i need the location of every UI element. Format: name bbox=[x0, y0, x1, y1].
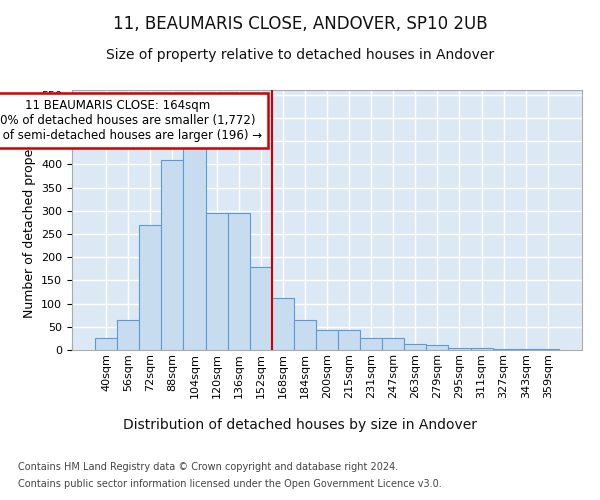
Text: Distribution of detached houses by size in Andover: Distribution of detached houses by size … bbox=[123, 418, 477, 432]
Text: Contains public sector information licensed under the Open Government Licence v3: Contains public sector information licen… bbox=[18, 479, 442, 489]
Bar bbox=[382, 338, 404, 350]
Bar bbox=[161, 160, 184, 350]
Bar bbox=[537, 349, 559, 350]
Bar bbox=[272, 298, 294, 350]
Bar bbox=[427, 346, 448, 350]
Bar bbox=[360, 338, 382, 350]
Bar bbox=[139, 224, 161, 350]
Bar bbox=[338, 330, 360, 350]
Bar bbox=[250, 268, 272, 350]
Bar bbox=[515, 349, 537, 350]
Bar bbox=[316, 330, 338, 350]
Bar bbox=[227, 213, 250, 350]
Bar bbox=[448, 348, 470, 350]
Bar bbox=[493, 349, 515, 350]
Bar bbox=[470, 348, 493, 350]
Y-axis label: Number of detached properties: Number of detached properties bbox=[23, 122, 35, 318]
Text: Contains HM Land Registry data © Crown copyright and database right 2024.: Contains HM Land Registry data © Crown c… bbox=[18, 462, 398, 472]
Bar bbox=[117, 320, 139, 350]
Bar bbox=[206, 213, 227, 350]
Bar bbox=[184, 139, 206, 350]
Text: 11 BEAUMARIS CLOSE: 164sqm
← 90% of detached houses are smaller (1,772)
10% of s: 11 BEAUMARIS CLOSE: 164sqm ← 90% of deta… bbox=[0, 100, 262, 142]
Text: Size of property relative to detached houses in Andover: Size of property relative to detached ho… bbox=[106, 48, 494, 62]
Bar bbox=[294, 320, 316, 350]
Bar bbox=[95, 338, 117, 350]
Text: 11, BEAUMARIS CLOSE, ANDOVER, SP10 2UB: 11, BEAUMARIS CLOSE, ANDOVER, SP10 2UB bbox=[113, 15, 487, 33]
Bar bbox=[404, 344, 427, 350]
